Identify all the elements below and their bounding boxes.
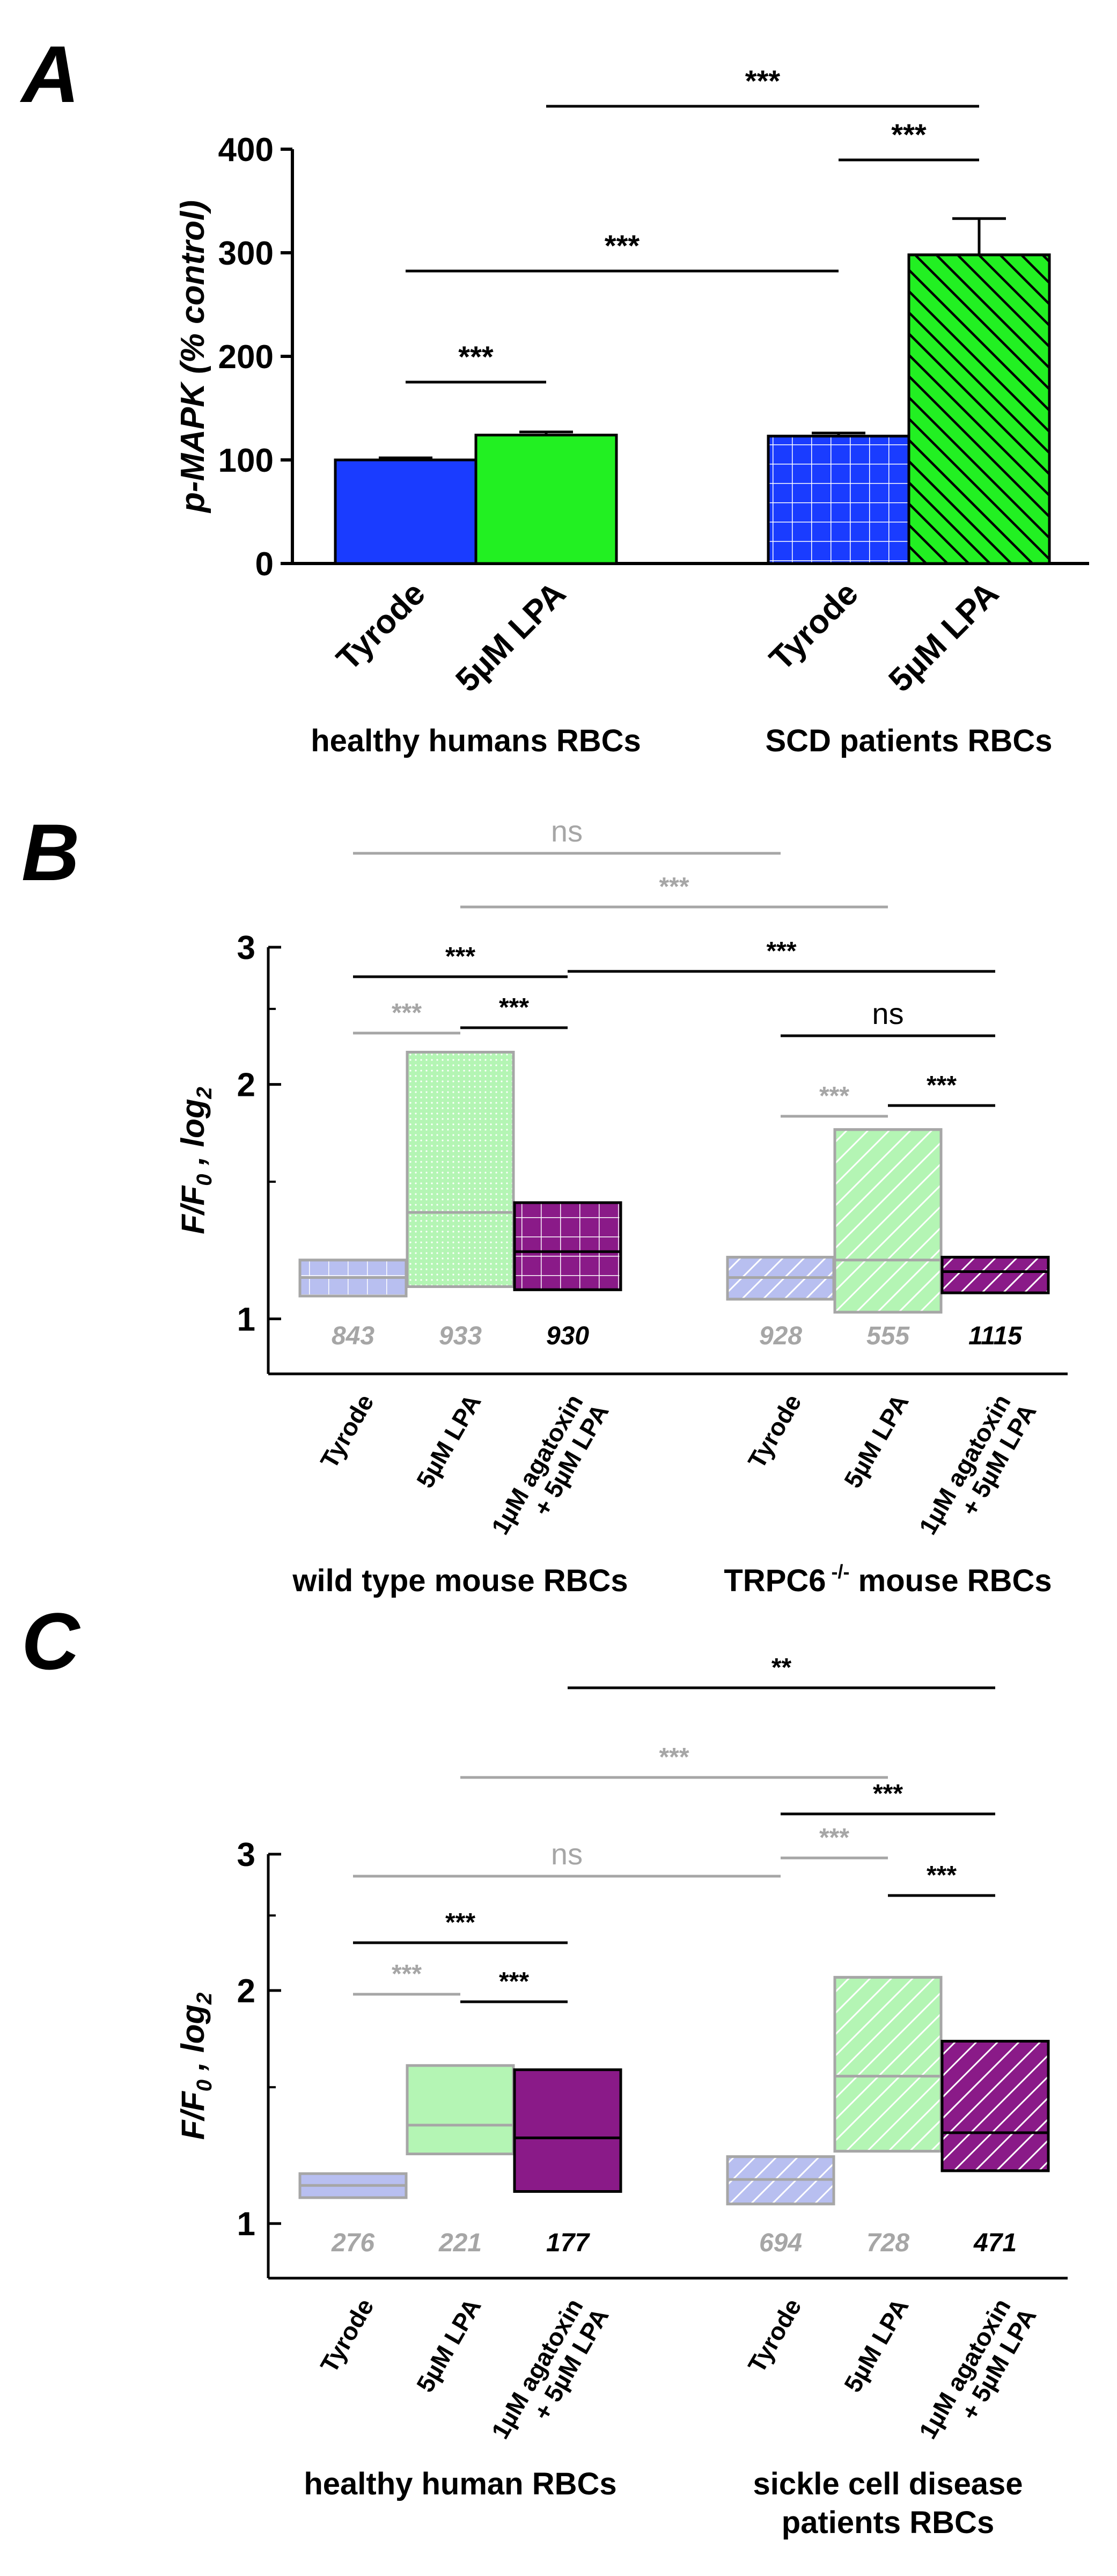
significance-label: *** — [873, 1780, 903, 1808]
y-tick-label: 200 — [218, 339, 274, 376]
group-label-superscript: -/- — [826, 1561, 850, 1583]
group-label: TRPC6 -/- mouse RBCs — [724, 1561, 1052, 1598]
y-tick-label: 0 — [255, 546, 274, 583]
significance-label: *** — [392, 999, 422, 1027]
n-count-label: 728 — [866, 2229, 909, 2257]
box — [406, 2064, 515, 2156]
x-tick-label: Tyrode — [743, 2294, 807, 2377]
x-tick-label: 5µM LPA — [411, 2294, 487, 2397]
panel-c-letter: C — [21, 1596, 81, 1686]
n-count-label: 276 — [331, 2229, 374, 2257]
group-label: healthy humans RBCs — [311, 723, 641, 758]
bar-hatch — [907, 253, 1051, 565]
x-tick-label: 5µM LPA — [881, 575, 1006, 699]
x-tick-label: Tyrode — [315, 2294, 379, 2377]
y-axis-label: p-MAPK (% control) — [174, 200, 211, 514]
n-count-label: 928 — [759, 1322, 802, 1350]
y-tick-label: 3 — [237, 1836, 255, 1874]
significance-label: *** — [499, 993, 529, 1022]
group-label: wild type mouse RBCs — [292, 1563, 628, 1598]
panel-a-letter: A — [19, 29, 79, 119]
n-count-label: 471 — [973, 2229, 1017, 2257]
box-pattern — [513, 1201, 622, 1291]
significance-label: *** — [819, 1824, 849, 1852]
significance-label: *** — [445, 942, 475, 971]
x-tick-label: Tyrode — [315, 1389, 379, 1473]
x-tick-label: 5µM LPA — [411, 1389, 487, 1492]
significance-label: *** — [499, 1967, 529, 1996]
bar — [334, 458, 477, 565]
y-axis-label: F/F0 , log2 — [175, 1993, 216, 2140]
x-tick-label: 5µM LPA — [839, 2294, 914, 2397]
y-tick-label: 2 — [237, 1973, 255, 2010]
n-count-label: 221 — [438, 2229, 482, 2257]
significance-label: ** — [771, 1653, 792, 1682]
significance-label: *** — [745, 64, 781, 98]
y-tick-label: 300 — [218, 235, 274, 272]
group-label: sickle cell disease — [753, 2467, 1023, 2501]
significance-label: *** — [605, 229, 640, 262]
significance-label: *** — [766, 937, 796, 965]
box-pattern — [940, 1256, 1050, 1294]
significance-label: ns — [551, 1837, 583, 1871]
n-count-label: 694 — [759, 2229, 802, 2257]
y-tick-label: 1 — [237, 1301, 255, 1338]
box-pattern — [940, 2039, 1050, 2172]
significance-label: ns — [551, 814, 583, 848]
significance-label: *** — [927, 1861, 957, 1890]
box-pattern — [833, 1975, 943, 2153]
x-tick-label: 5µM LPA — [449, 575, 573, 699]
significance-label: *** — [819, 1082, 849, 1110]
x-tick-label: Tyrode — [762, 575, 865, 678]
bar-hatch — [767, 435, 910, 565]
significance-label: *** — [458, 340, 494, 374]
group-label: SCD patients RBCs — [766, 723, 1053, 758]
group-label-line2: patients RBCs — [782, 2505, 994, 2540]
y-tick-label: 3 — [237, 930, 255, 967]
group-label: healthy human RBCs — [304, 2467, 616, 2501]
box-pattern — [833, 1128, 943, 1314]
n-count-label: 1115 — [968, 1322, 1023, 1350]
significance-label: *** — [392, 1960, 422, 1988]
significance-label: *** — [927, 1071, 957, 1100]
significance-label: *** — [445, 1908, 475, 1937]
significance-label: *** — [659, 1743, 689, 1772]
x-tick-label: Tyrode — [743, 1389, 807, 1473]
n-count-label: 930 — [546, 1322, 589, 1350]
n-count-label: 177 — [546, 2229, 590, 2257]
significance-label: *** — [659, 873, 689, 901]
x-tick-label: Tyrode — [329, 575, 432, 678]
bar — [474, 434, 618, 565]
n-count-label: 555 — [866, 1322, 910, 1350]
y-tick-label: 400 — [218, 131, 274, 169]
y-axis-label: F/F0 , log2 — [175, 1087, 216, 1234]
n-count-label: 933 — [439, 1322, 482, 1350]
y-tick-label: 2 — [237, 1067, 255, 1104]
panel-b-letter: B — [21, 807, 79, 897]
box — [513, 2068, 622, 2193]
significance-label: *** — [891, 118, 927, 151]
n-count-label: 843 — [332, 1322, 374, 1350]
box-pattern — [406, 1051, 515, 1288]
significance-label: ns — [872, 997, 903, 1030]
y-tick-label: 1 — [237, 2206, 255, 2243]
y-tick-label: 100 — [218, 442, 274, 479]
x-tick-label: 5µM LPA — [839, 1389, 914, 1492]
